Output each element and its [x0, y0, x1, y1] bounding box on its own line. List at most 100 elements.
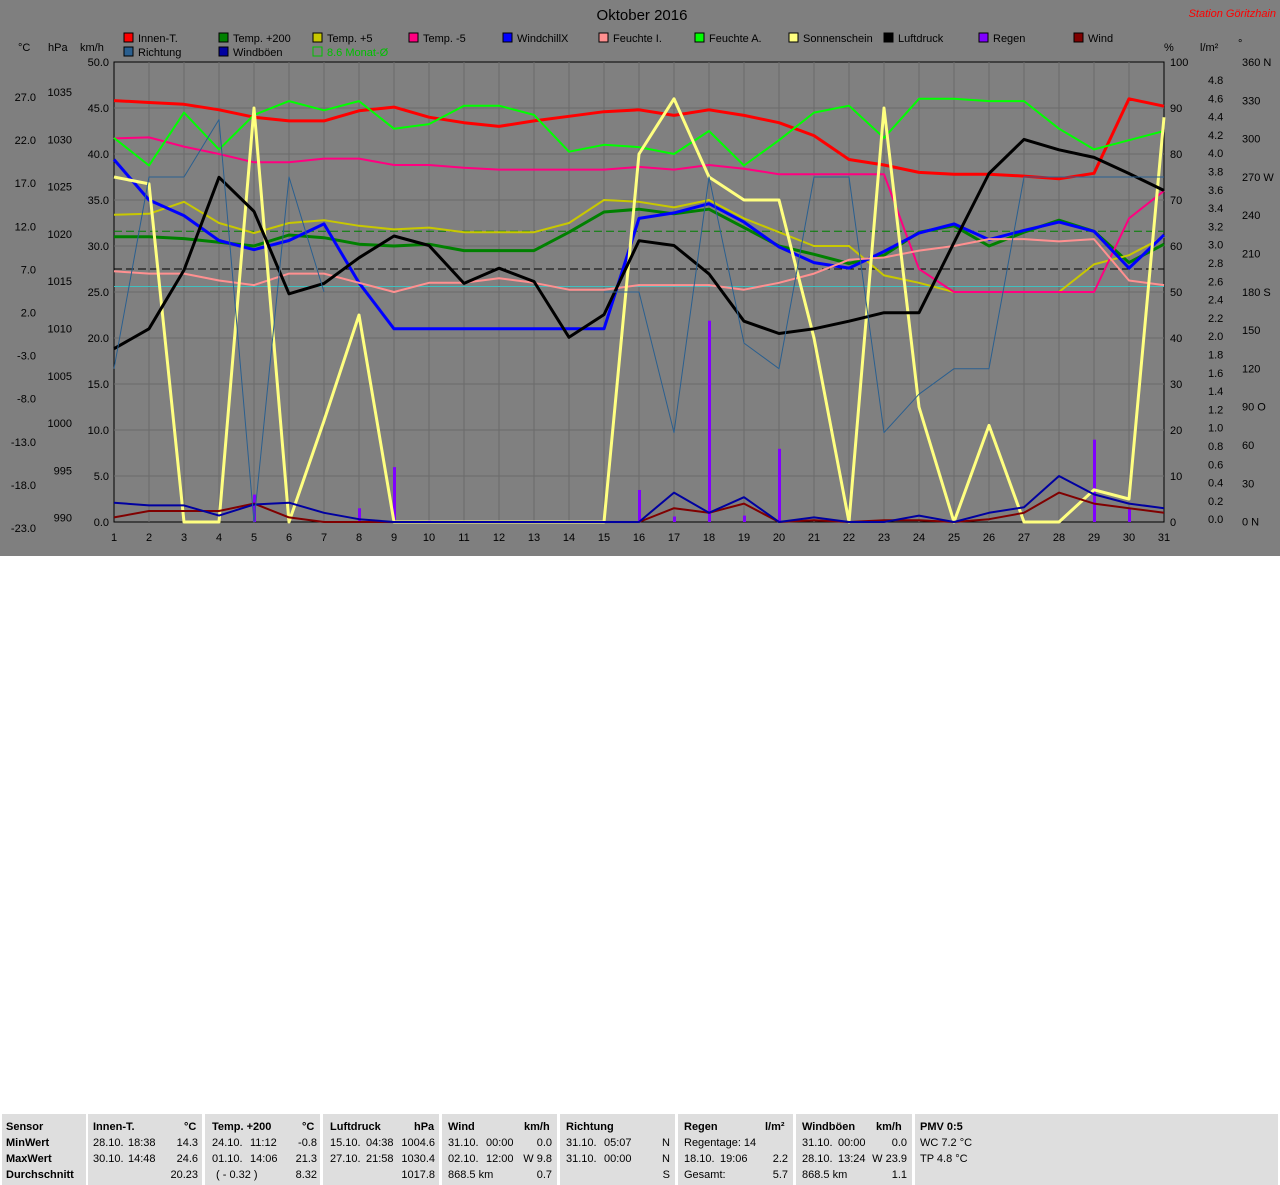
- legend-swatch: [883, 32, 894, 43]
- tick-label-wind: 50.0: [88, 57, 109, 69]
- temp-avg-note: ( - 0.32 ): [216, 1169, 258, 1181]
- unit-percent: %: [1164, 42, 1174, 54]
- tick-label-wind: 25.0: [88, 287, 109, 299]
- tick-label-percent: 70: [1170, 195, 1182, 207]
- station-name: Station Göritzhain: [1189, 8, 1276, 20]
- tick-label-wind: 20.0: [88, 333, 109, 345]
- legend-label: 8.6 Monat-Ø: [327, 47, 389, 59]
- tick-label-day: 3: [181, 532, 187, 544]
- legend-label: Sonnenschein: [803, 33, 873, 45]
- legend-label: Regen: [993, 33, 1025, 45]
- tick-label-pressure: 1035: [48, 87, 72, 99]
- tick-label-day: 21: [808, 532, 820, 544]
- series-line-windb-en: [113, 475, 1165, 523]
- legend-swatch: [312, 32, 323, 43]
- stats-header-sensor: Sensor: [6, 1121, 44, 1133]
- tick-label-percent: 30: [1170, 379, 1182, 391]
- tick-label-day: 20: [773, 532, 785, 544]
- innen-avg-val: 20.23: [170, 1169, 198, 1181]
- tick-label-rain: 2.6: [1208, 276, 1223, 288]
- legend-label: Luftdruck: [898, 33, 944, 45]
- tick-label-percent: 40: [1170, 333, 1182, 345]
- innen-min-time: 18:38: [128, 1137, 156, 1149]
- tick-label-wind: 0.0: [94, 517, 109, 529]
- tick-label-day: 25: [948, 532, 960, 544]
- tick-label-temp: -13.0: [11, 437, 36, 449]
- tick-label-rain: 1.2: [1208, 404, 1223, 416]
- rain-bar: [708, 320, 711, 522]
- tick-label-rain: 0.8: [1208, 441, 1223, 453]
- regen-tage: Regentage: 14: [684, 1137, 757, 1149]
- regen-max-time: 19:06: [720, 1153, 748, 1165]
- tick-label-rain: 3.4: [1208, 203, 1223, 215]
- tick-label-temp: 7.0: [21, 264, 36, 276]
- richtung-min-date: 31.10.: [566, 1137, 597, 1149]
- legend-swatch: [218, 32, 229, 43]
- tick-label-direction: 60: [1242, 440, 1254, 452]
- tick-label-direction: 0 N: [1242, 517, 1259, 529]
- wind-avg-val: 0.7: [536, 1169, 552, 1181]
- druck-min-time: 04:38: [366, 1137, 394, 1149]
- legend-label: Windböen: [233, 47, 283, 59]
- tick-label-pressure: 1030: [48, 134, 72, 146]
- legend-label: Feuchte I.: [613, 33, 662, 45]
- boeen-max-val: W 23.9: [872, 1153, 907, 1165]
- tick-label-percent: 90: [1170, 103, 1182, 115]
- legend-swatch: [123, 32, 134, 43]
- druck-avg-val: 1017.8: [401, 1169, 435, 1181]
- stats-row-max: MaxWert: [6, 1153, 52, 1165]
- series-line-richtung: [604, 176, 1164, 434]
- druck-min-date: 15.10.: [330, 1137, 361, 1149]
- tick-label-rain: 4.2: [1208, 130, 1223, 142]
- tick-label-pressure: 1020: [48, 229, 72, 241]
- tick-label-rain: 0.2: [1208, 496, 1223, 508]
- innen-max-date: 30.10.: [93, 1153, 124, 1165]
- wind-min-date: 31.10.: [448, 1137, 479, 1149]
- innen-min-val: 14.3: [176, 1137, 198, 1149]
- tick-label-rain: 4.8: [1208, 75, 1223, 87]
- richtung-header: Richtung: [566, 1121, 614, 1133]
- boeen-min-time: 00:00: [838, 1137, 866, 1149]
- boeen-avg-val: 1.1: [891, 1169, 907, 1181]
- legend-swatch: [598, 32, 609, 43]
- tick-label-direction: 180 S: [1242, 287, 1271, 299]
- tick-label-rain: 0.6: [1208, 459, 1223, 471]
- druck-unit: hPa: [414, 1121, 435, 1133]
- tick-label-rain: 1.6: [1208, 368, 1223, 380]
- tick-label-wind: 35.0: [88, 195, 109, 207]
- tick-label-percent: 10: [1170, 471, 1182, 483]
- innen-max-val: 24.6: [176, 1153, 198, 1165]
- wind-max-time: 12:00: [486, 1153, 514, 1165]
- tick-label-percent: 20: [1170, 425, 1182, 437]
- tick-label-wind: 15.0: [88, 379, 109, 391]
- weather-chart: 27.022.017.012.07.02.0-3.0-8.0-13.0-18.0…: [11, 7, 1276, 544]
- regen-header: Regen: [684, 1121, 718, 1133]
- richtung-max-time: 00:00: [604, 1153, 632, 1165]
- legend-swatch: [694, 32, 705, 43]
- temp-header: Temp. +200: [212, 1121, 272, 1133]
- tick-label-day: 27: [1018, 532, 1030, 544]
- unit-kmh: km/h: [80, 42, 104, 54]
- tick-label-temp: -23.0: [11, 523, 36, 535]
- tick-label-day: 16: [633, 532, 645, 544]
- unit-hpa: hPa: [48, 42, 68, 54]
- richtung-min-val: N: [662, 1137, 670, 1149]
- series-line-luftdruck: [113, 137, 1165, 351]
- tick-label-day: 22: [843, 532, 855, 544]
- tick-label-direction: 30: [1242, 478, 1254, 490]
- legend: Innen-T. Temp. +200 Temp. +5 Temp. -5 Windch…: [123, 32, 1113, 59]
- temp-max-val: 21.3: [295, 1153, 317, 1165]
- temp-min-time: 11:12: [250, 1137, 277, 1149]
- wind-max-date: 02.10.: [448, 1153, 479, 1165]
- tick-label-day: 26: [983, 532, 995, 544]
- rain-bar: [778, 448, 781, 522]
- richtung-avg-val: S: [662, 1169, 670, 1181]
- tick-label-rain: 2.0: [1208, 331, 1223, 343]
- stats-row-min: MinWert: [6, 1137, 50, 1149]
- druck-max-val: 1030.4: [401, 1153, 435, 1165]
- tick-label-rain: 3.8: [1208, 167, 1223, 179]
- tick-label-rain: 1.4: [1208, 386, 1223, 398]
- tick-label-wind: 5.0: [94, 471, 109, 483]
- tick-label-rain: 4.0: [1208, 148, 1223, 160]
- series-lines: [112, 97, 1166, 524]
